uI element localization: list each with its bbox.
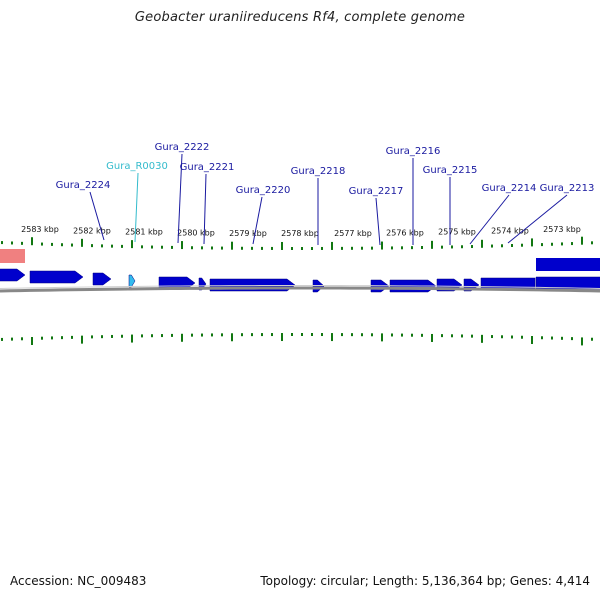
leader-line: [177, 153, 183, 244]
leader-line: [469, 194, 510, 245]
gene-label[interactable]: Gura_2218: [291, 166, 346, 177]
gene-label[interactable]: Gura_2213: [540, 183, 595, 194]
scale-label: 2581 kbp: [125, 228, 163, 237]
leader-line: [134, 172, 139, 243]
leader-line: [375, 197, 381, 246]
scale-label: 2575 kbp: [438, 228, 476, 237]
rna-gene-label[interactable]: Gura_R0030: [106, 161, 168, 172]
backbone-highlight: [0, 285, 600, 289]
leader-line: [252, 196, 263, 245]
map-title: Geobacter uraniireducens Rf4, complete g…: [134, 10, 466, 25]
gene-label[interactable]: Gura_2220: [236, 185, 291, 196]
misc-feature-block: [0, 249, 25, 263]
gene-label[interactable]: Gura_2214: [482, 183, 537, 194]
gene-arrow: [535, 276, 600, 290]
leader-line: [203, 173, 207, 245]
gene-label[interactable]: Gura_2224: [56, 180, 111, 191]
lower-tick-track: [1, 333, 593, 346]
gene-label[interactable]: Gura_2222: [155, 142, 210, 153]
leader-line: [89, 191, 105, 241]
gene-arrow: [29, 270, 84, 284]
gene-arrow: [92, 272, 112, 286]
gene-block-outer: [536, 258, 600, 271]
scale-label: 2574 kbp: [491, 227, 529, 236]
gene-labels: Gura_2224 Gura_R0030 Gura_2222 Gura_2221 Gur…: [56, 142, 595, 197]
scale-labels: 2583 kbp 2582 kbp 2581 kbp 2580 kbp 2579 kbp…: [21, 225, 581, 238]
scale-label: 2577 kbp: [334, 229, 372, 238]
accession-text: Accession: NC_009483: [10, 574, 147, 588]
leader-line: [507, 194, 568, 244]
gene-label[interactable]: Gura_2217: [349, 186, 404, 197]
genome-summary-text: Topology: circular; Length: 5,136,364 bp…: [260, 574, 590, 588]
gene-label[interactable]: Gura_2221: [180, 162, 235, 173]
scale-label: 2579 kbp: [229, 229, 267, 238]
rna-gene-arrow: [128, 274, 136, 288]
scale-label: 2583 kbp: [21, 225, 59, 234]
gene-arrow: [0, 268, 26, 282]
upper-tick-track: [1, 236, 593, 250]
scale-label: 2573 kbp: [543, 225, 581, 234]
scale-label: 2578 kbp: [281, 229, 319, 238]
label-leader-lines: [89, 153, 568, 246]
backbone-line: [0, 286, 600, 293]
scale-label: 2580 kbp: [177, 228, 215, 237]
gene-label[interactable]: Gura_2215: [423, 165, 478, 176]
gene-label[interactable]: Gura_2216: [386, 146, 441, 157]
scale-label: 2582 kbp: [73, 227, 111, 236]
genome-backbone: [0, 285, 600, 293]
scale-label: 2576 kbp: [386, 228, 424, 237]
